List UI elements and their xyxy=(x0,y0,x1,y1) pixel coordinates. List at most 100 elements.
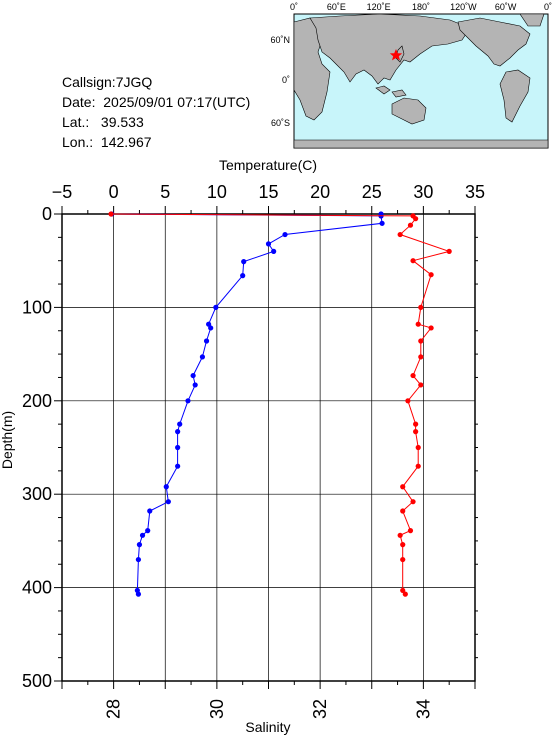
temperature-point xyxy=(378,213,384,219)
salinity-point xyxy=(402,591,408,597)
temperature-point xyxy=(163,484,169,490)
salinity-point xyxy=(413,429,419,435)
temperature-point xyxy=(271,248,277,254)
salinity-point xyxy=(415,321,421,327)
salinity-point xyxy=(407,222,414,228)
temperature-tick-label: 25 xyxy=(362,182,382,202)
temperature-point xyxy=(378,211,384,217)
salinity-point xyxy=(410,499,416,505)
temperature-point xyxy=(145,528,151,534)
salinity-point xyxy=(405,398,411,404)
salinity-point xyxy=(415,463,421,469)
date-label: Date: 2025/09/01 07:17(UTC) xyxy=(62,94,251,110)
temperature-point xyxy=(282,231,288,238)
salinity-point xyxy=(397,532,403,538)
temperature-tick-label: 0 xyxy=(109,182,119,202)
temperature-point xyxy=(208,325,214,331)
temperature-line xyxy=(111,213,382,217)
plot-frame xyxy=(61,213,476,682)
temperature-point xyxy=(136,542,143,548)
salinity-tick-label: 32 xyxy=(310,699,330,719)
callsign-label: Callsign:7JGQ xyxy=(62,74,153,90)
salinity-point xyxy=(410,213,416,219)
map-land xyxy=(293,13,549,149)
salinity-point xyxy=(410,372,416,379)
temperature-point xyxy=(108,211,115,217)
temperature-point xyxy=(265,241,272,247)
station-marker-icon xyxy=(389,49,403,61)
temperature-point xyxy=(139,532,146,538)
temperature-tick-label: 15 xyxy=(258,182,278,202)
salinity-point xyxy=(418,338,424,344)
temperature-point xyxy=(240,273,246,279)
lat-label: Lat.: 39.533 xyxy=(62,114,144,130)
map-lat-tick-label: 0˚ xyxy=(282,75,290,85)
chart-grid xyxy=(62,214,475,681)
temperature-point xyxy=(135,556,142,563)
depth-ticks: 0 100 200 300 400 500 xyxy=(22,204,478,691)
series-layer xyxy=(108,211,452,597)
depth-tick-label: 400 xyxy=(22,578,52,598)
temperature-tick-label: −5 xyxy=(52,182,73,202)
temperature-point xyxy=(175,429,181,435)
depth-axis-label: Depth(m) xyxy=(0,411,15,469)
salinity-point xyxy=(446,248,452,254)
temperature-tick-label: 5 xyxy=(160,182,170,202)
salinity-tick-label: 28 xyxy=(104,699,124,719)
map-lon-tick-label: 0˚ xyxy=(290,2,298,12)
temperature-point xyxy=(134,587,140,594)
salinity-line xyxy=(110,213,451,595)
temperature-tick-label: 10 xyxy=(207,182,227,202)
salinity-point xyxy=(400,556,406,563)
salinity-tick-label: 30 xyxy=(207,699,227,719)
map-lon-tick-label: 120˚E xyxy=(367,2,391,12)
salinity-point xyxy=(428,325,434,331)
temperature-point xyxy=(175,463,181,469)
world-map: 0˚ 60˚E 120˚E 180˚ 120˚W 60˚W 0˚ 60˚N 0˚ 60˚S xyxy=(270,2,552,149)
station-info: Callsign:7JGQ Date: 2025/09/01 07:17(UTC… xyxy=(62,72,250,152)
salinity-point xyxy=(397,231,403,238)
temperature-tick-label: 20 xyxy=(310,182,330,202)
depth-tick-label: 200 xyxy=(22,391,52,411)
map-lon-tick-label: 60˚W xyxy=(495,2,517,12)
temperature-point xyxy=(378,213,384,219)
salinity-point xyxy=(407,528,414,534)
depth-tick-label: 100 xyxy=(22,297,52,317)
map-lon-tick-label: 180˚ xyxy=(412,2,430,12)
salinity-point xyxy=(418,382,424,388)
temperature-point xyxy=(135,591,142,597)
salinity-point xyxy=(415,444,421,451)
temperature-ticks: −5 0 5 10 15 20 25 30 35 xyxy=(52,182,485,214)
salinity-point xyxy=(418,354,424,360)
salinity-point xyxy=(413,421,419,427)
temperature-tick-label: 35 xyxy=(465,182,485,202)
salinity-point xyxy=(400,508,406,514)
temperature-point xyxy=(241,259,247,265)
salinity-point xyxy=(108,211,114,217)
temperature-point xyxy=(213,304,219,310)
lon-label: Lon.: 142.967 xyxy=(62,134,152,150)
map-lon-tick-label: 0˚ xyxy=(544,2,552,12)
salinity-point xyxy=(428,272,434,278)
temperature-point xyxy=(206,321,212,327)
temperature-point xyxy=(175,444,181,451)
map-lat-tick-label: 60˚N xyxy=(270,35,290,45)
temperature-line xyxy=(136,214,383,595)
map-lat-tick-label: 60˚S xyxy=(271,118,290,128)
salinity-axis-label: Salinity xyxy=(245,719,290,735)
temperature-point xyxy=(199,354,206,360)
temperature-point xyxy=(147,508,153,514)
temperature-point xyxy=(192,382,198,388)
map-lon-tick-label: 60˚E xyxy=(327,2,346,12)
depth-tick-label: 0 xyxy=(42,204,52,224)
temperature-point xyxy=(203,338,210,344)
salinity-point xyxy=(400,542,406,548)
temperature-tick-label: 30 xyxy=(413,182,433,202)
temperature-point xyxy=(177,421,183,427)
salinity-point xyxy=(413,216,419,222)
salinity-point xyxy=(418,304,424,310)
salinity-ticks: 28 30 32 34 xyxy=(61,681,476,719)
depth-tick-label: 500 xyxy=(22,671,52,691)
salinity-tick-label: 34 xyxy=(413,699,433,719)
temperature-point xyxy=(190,372,196,379)
